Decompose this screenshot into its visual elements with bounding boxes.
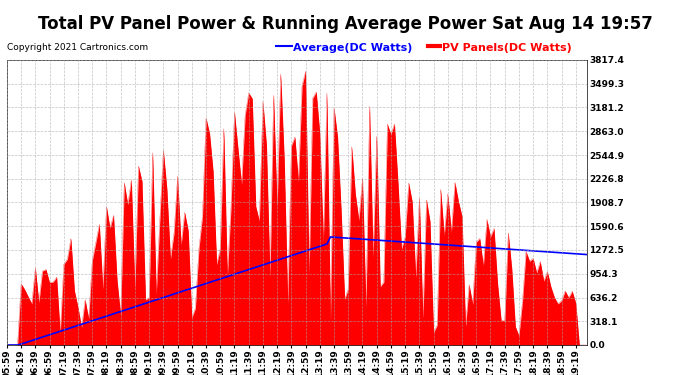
Text: Average(DC Watts): Average(DC Watts): [293, 43, 413, 53]
Text: Total PV Panel Power & Running Average Power Sat Aug 14 19:57: Total PV Panel Power & Running Average P…: [37, 15, 653, 33]
Text: Copyright 2021 Cartronics.com: Copyright 2021 Cartronics.com: [7, 43, 148, 52]
Text: PV Panels(DC Watts): PV Panels(DC Watts): [442, 43, 571, 53]
